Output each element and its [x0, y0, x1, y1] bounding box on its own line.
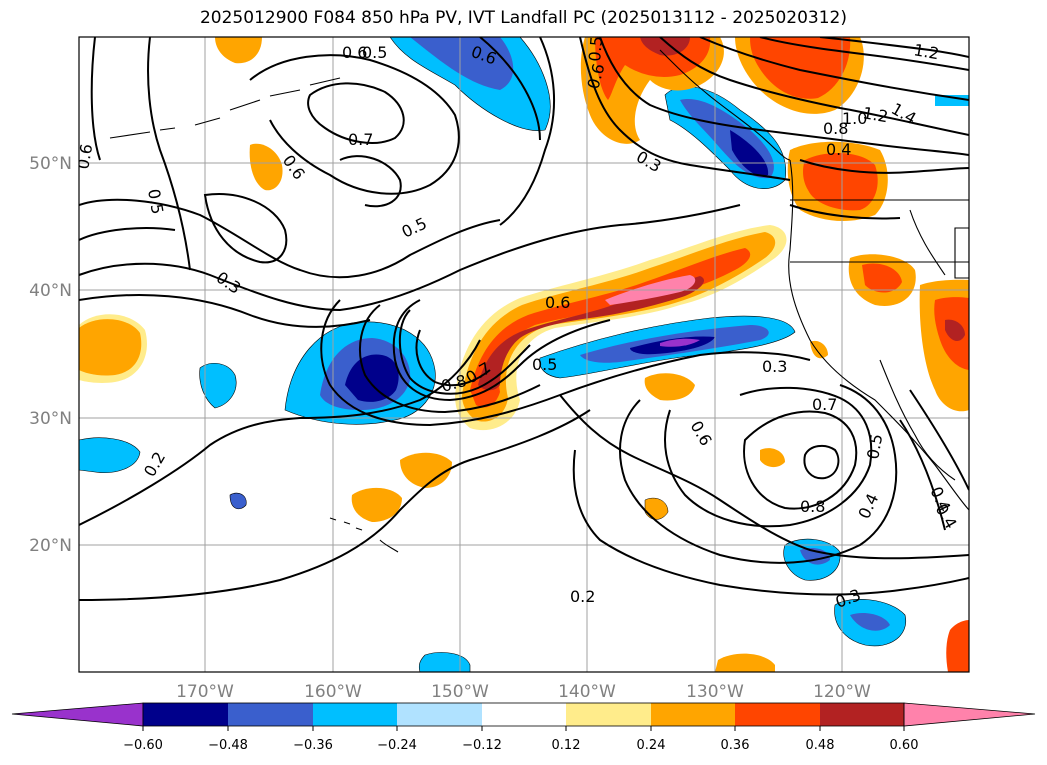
colorbar-bin — [482, 703, 566, 726]
graticule — [79, 37, 969, 672]
map-border — [78, 36, 970, 673]
svg-text:0.7: 0.7 — [812, 395, 837, 414]
longitude-labels: 170°W 160°W 150°W 140°W 130°W 120°W — [176, 682, 871, 702]
colorbar-bin — [228, 703, 313, 726]
svg-text:0.8: 0.8 — [800, 497, 825, 516]
svg-text:0.6: 0.6 — [545, 293, 570, 312]
svg-text:0.2: 0.2 — [570, 587, 595, 606]
colorbar: −0.60 −0.48 −0.36 −0.24 −0.12 0.12 0.24 … — [11, 702, 1036, 753]
svg-text:120°W: 120°W — [813, 682, 871, 702]
colorbar-bin — [820, 703, 904, 726]
colorbar-tick-label: −0.12 — [462, 738, 502, 753]
colorbar-bin — [143, 703, 228, 726]
svg-text:0.5: 0.5 — [144, 187, 167, 215]
shading-layer — [79, 37, 969, 672]
colorbar-high-extension — [903, 702, 1036, 727]
colorbar-bin — [651, 703, 735, 726]
svg-text:1.2: 1.2 — [861, 103, 889, 126]
svg-text:0.5: 0.5 — [585, 35, 606, 62]
svg-text:130°W: 130°W — [686, 682, 744, 702]
svg-text:0.7: 0.7 — [348, 130, 373, 149]
colorbar-tick-label: −0.60 — [123, 738, 163, 753]
colorbar-tick-label: 0.36 — [721, 738, 750, 753]
svg-text:40°N: 40°N — [29, 281, 72, 301]
svg-text:0.4: 0.4 — [826, 140, 851, 159]
colorbar-tick-label: −0.48 — [208, 738, 248, 753]
colorbar-tick-label: −0.24 — [377, 738, 417, 753]
svg-text:50°N: 50°N — [29, 154, 72, 174]
colorbar-tick-label: 0.12 — [552, 738, 581, 753]
colorbar-tick-label: 0.24 — [637, 738, 666, 753]
svg-text:160°W: 160°W — [304, 682, 362, 702]
svg-text:0.6: 0.6 — [73, 142, 96, 170]
svg-text:0.6: 0.6 — [342, 43, 367, 62]
svg-text:0.8: 0.8 — [823, 119, 848, 138]
svg-text:30°N: 30°N — [29, 409, 72, 429]
colorbar-bin — [313, 703, 397, 726]
colorbar-bin — [397, 703, 482, 726]
svg-text:1.2: 1.2 — [912, 40, 940, 63]
colorbar-tick-label: 0.60 — [890, 738, 919, 753]
svg-text:0.5: 0.5 — [362, 43, 387, 62]
colorbar-bin — [566, 703, 651, 726]
svg-text:0.5: 0.5 — [863, 432, 886, 460]
coastlines — [109, 49, 969, 553]
svg-text:0.5: 0.5 — [532, 355, 557, 374]
colorbar-bin — [735, 703, 820, 726]
colorbar-tick-label: 0.48 — [806, 738, 835, 753]
svg-text:1.0: 1.0 — [842, 109, 867, 128]
colorbar-low-extension — [11, 702, 144, 727]
map-title: 2025012900 F084 850 hPa PV, IVT Landfall… — [199, 8, 847, 28]
latitude-labels: 50°N 40°N 30°N 20°N — [29, 154, 72, 556]
svg-text:170°W: 170°W — [176, 682, 234, 702]
svg-text:150°W: 150°W — [431, 682, 489, 702]
svg-text:20°N: 20°N — [29, 536, 72, 556]
colorbar-tick-label: −0.36 — [293, 738, 333, 753]
svg-text:0.3: 0.3 — [762, 357, 787, 376]
svg-text:140°W: 140°W — [558, 682, 616, 702]
pv-contours — [79, 37, 969, 601]
